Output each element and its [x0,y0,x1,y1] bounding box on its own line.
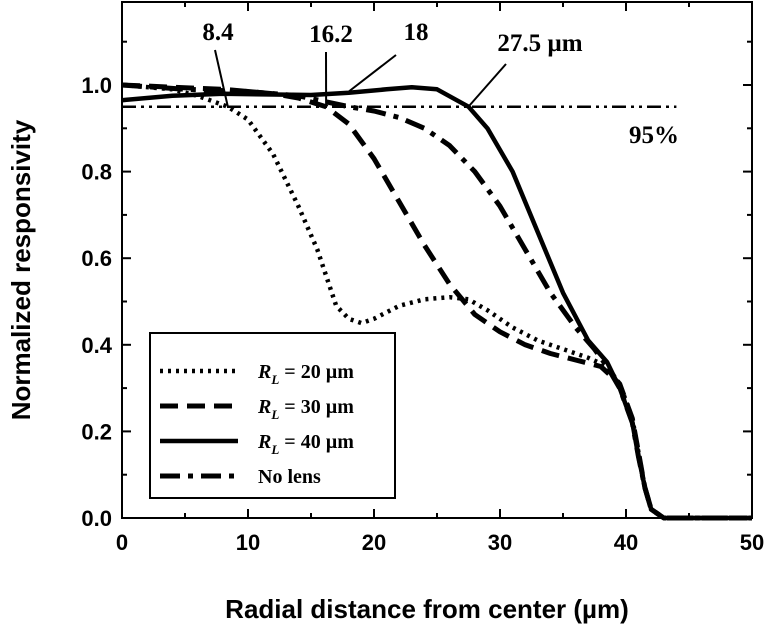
annotation-leader [214,49,229,107]
series-layer [121,82,752,521]
annotation-label: 16.2 [309,21,353,48]
y-tick-label: 1.0 [81,73,112,98]
legend-label: No lens [258,466,321,488]
y-tick-label: 0.6 [81,246,112,271]
annotation-label: 95% [629,122,679,149]
y-axis: 0.0 0.2 0.4 0.6 0.8 1.0 [81,40,752,531]
y-tick-label: 0.0 [81,506,112,531]
series-line-dotted [121,82,752,521]
annotation-leader [348,54,397,93]
annotation-leader [467,63,507,108]
x-axis-title: Radial distance from center (µm) [225,594,629,624]
legend-label: RL = 20 µm [257,361,354,387]
x-tick-label: 0 [116,530,128,555]
y-axis-title: Normalized responsivity [6,119,36,420]
series-line-dash-dot [121,82,752,521]
legend: RL = 20 µm RL = 30 µm RL = 40 µm No lens [149,332,396,499]
x-tick-label: 30 [488,530,512,555]
annotation-layer: 8.4 16.2 18 27.5 µm 95% [202,19,679,149]
x-axis: 0 10 20 30 40 50 [116,2,764,555]
y-tick-label: 0.4 [81,333,112,358]
legend-label: RL = 30 µm [257,396,354,422]
x-tick-label: 40 [614,530,638,555]
annotation-label: 18 [404,19,429,46]
annotation-label: 27.5 µm [497,30,582,57]
legend-box [149,332,396,499]
y-tick-label: 0.2 [81,419,112,444]
y-tick-label: 0.8 [81,160,112,185]
legend-label: RL = 40 µm [257,431,354,457]
x-tick-label: 50 [740,530,764,555]
annotation-label: 8.4 [202,19,234,46]
x-tick-label: 20 [362,530,386,555]
x-tick-label: 10 [236,530,260,555]
